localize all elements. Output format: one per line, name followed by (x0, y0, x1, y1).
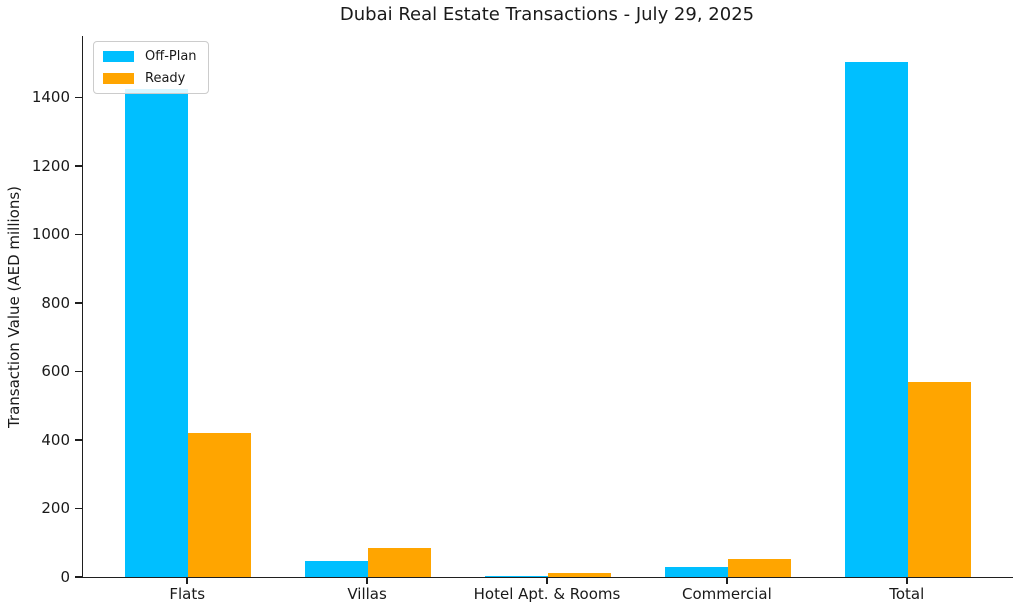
x-tick-label-total: Total (889, 585, 925, 603)
x-tick-label-hotel-apt-rooms: Hotel Apt. & Rooms (473, 585, 621, 603)
x-tick-mark-commercial (726, 577, 728, 584)
x-tick-mark-total (905, 577, 908, 584)
bar-off-plan-hotel-apt-rooms (485, 575, 548, 577)
y-tick-mark-400 (75, 439, 82, 441)
chart-title: Dubai Real Estate Transactions - July 29… (339, 4, 755, 25)
y-tick-mark-600 (75, 370, 82, 373)
x-tick-label-villas: Villas (347, 585, 387, 603)
bar-ready-villas (368, 548, 432, 577)
y-tick-mark-800 (75, 302, 82, 304)
y-tick-mark-1400 (75, 96, 82, 99)
y-tick-mark-1200 (75, 165, 82, 167)
y-tick-label-600: 600 (41, 362, 70, 381)
y-tick-mark-1000 (75, 233, 82, 236)
y-tick-label-800: 800 (41, 293, 70, 312)
plot-area: Off-Plan Ready (82, 36, 1013, 578)
x-tick-label-flats: Flats (169, 585, 206, 603)
bar-off-plan-total (844, 62, 908, 577)
legend-label-ready: Ready (145, 71, 186, 86)
bar-ready-commercial (727, 558, 791, 577)
y-tick-label-0: 0 (60, 567, 70, 586)
y-tick-label-1200: 1200 (31, 156, 70, 175)
bar-ready-flats (188, 433, 252, 577)
legend-item-off-plan: Off-Plan (103, 49, 197, 64)
y-tick-mark-0 (75, 576, 82, 578)
y-tick-label-1400: 1400 (31, 88, 70, 107)
bar-off-plan-villas (305, 561, 369, 577)
legend-swatch-ready-icon (103, 73, 134, 84)
bar-ready-hotel-apt-rooms (548, 572, 611, 577)
legend-swatch-off-plan-icon (103, 51, 134, 62)
bar-ready-total (907, 382, 971, 577)
x-tick-mark-hotel-apt-rooms (546, 577, 548, 584)
x-tick-mark-villas (366, 577, 368, 584)
y-tick-label-200: 200 (41, 499, 70, 518)
legend-label-off-plan: Off-Plan (145, 49, 197, 64)
legend: Off-Plan Ready (93, 41, 209, 94)
y-tick-mark-200 (75, 507, 82, 510)
legend-item-ready: Ready (103, 71, 197, 86)
y-tick-label-1000: 1000 (31, 225, 70, 244)
bar-off-plan-commercial (664, 566, 728, 577)
y-tick-label-400: 400 (41, 430, 70, 449)
bar-off-plan-flats (125, 89, 189, 577)
x-tick-label-commercial: Commercial (682, 585, 772, 603)
x-tick-mark-flats (186, 577, 189, 584)
